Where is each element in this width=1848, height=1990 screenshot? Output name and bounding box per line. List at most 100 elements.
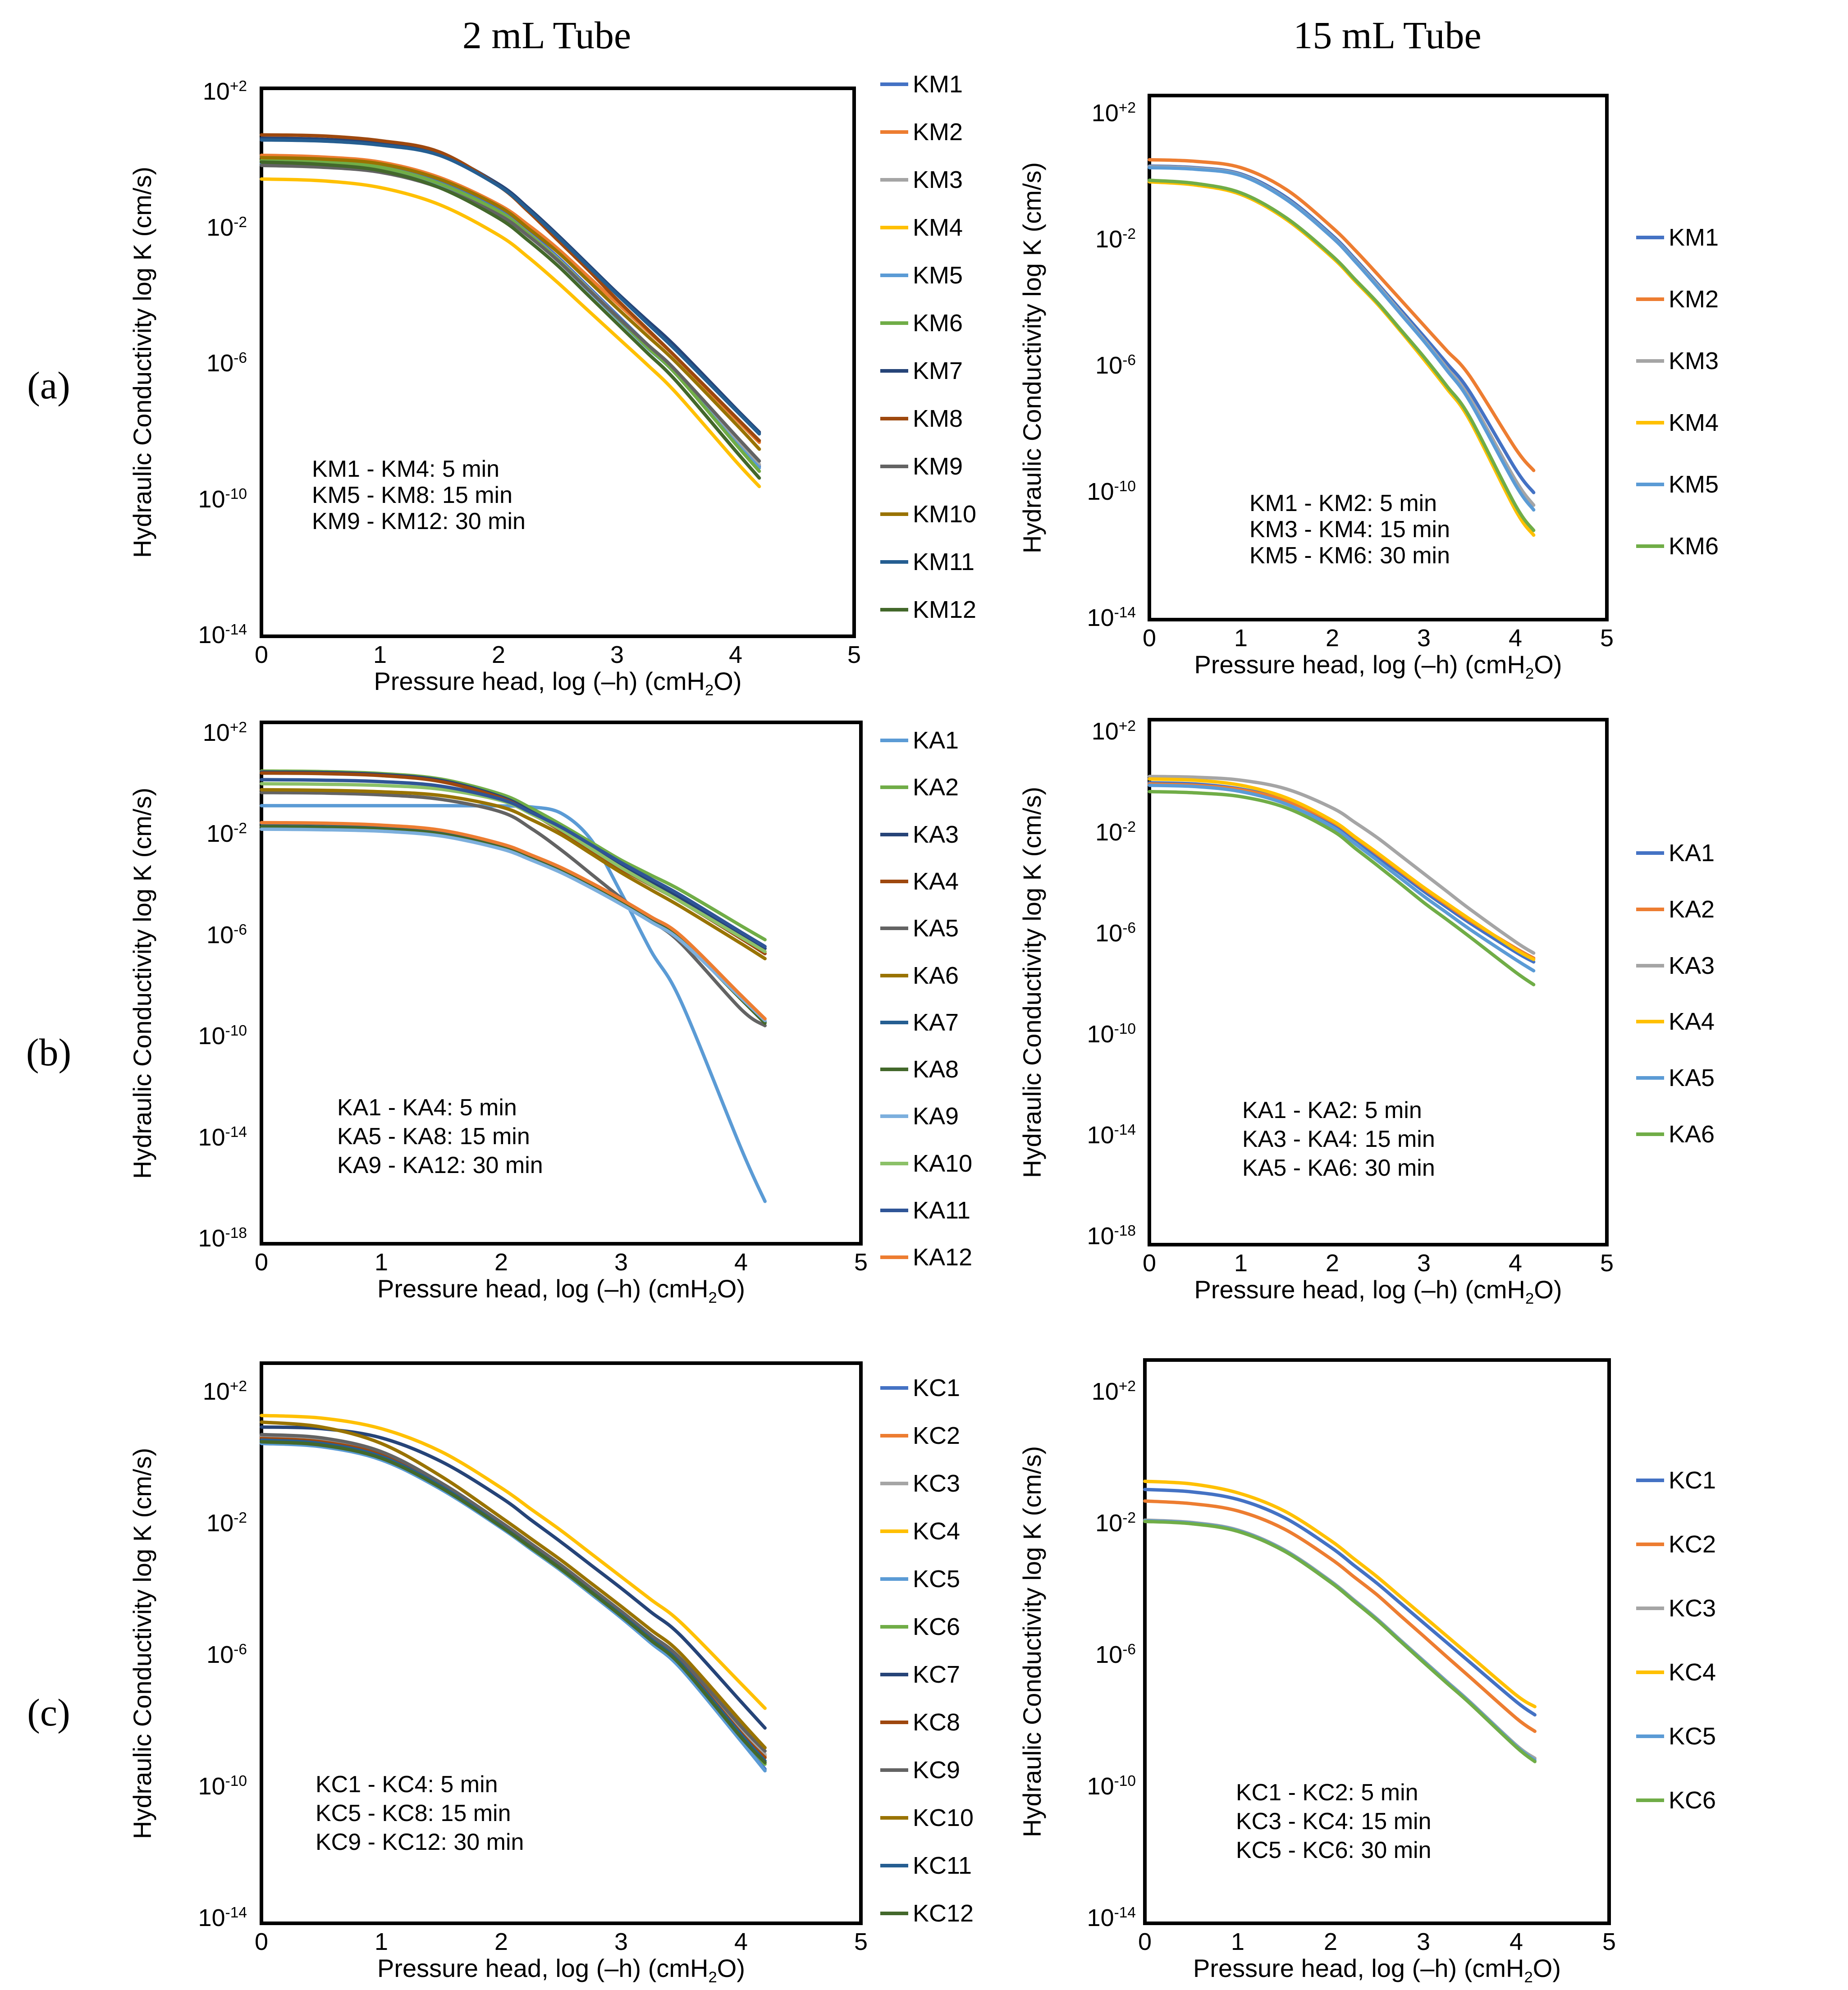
legend-item-c-right-KC4: KC4 xyxy=(1636,1660,1716,1684)
legend-swatch-a-right-KM3 xyxy=(1636,359,1664,363)
y-tick-label-c-right--2: 10-2 xyxy=(1095,1510,1136,1537)
legend-item-b-left-KA5: KA5 xyxy=(880,916,959,940)
legend-swatch-a-left-KM7 xyxy=(880,369,908,373)
legend-item-c-left-KC3: KC3 xyxy=(880,1471,960,1496)
curve-c-left-KC8 xyxy=(260,1437,767,1760)
legend-item-c-left-KC2: KC2 xyxy=(880,1424,960,1448)
legend-swatch-a-left-KM4 xyxy=(880,226,908,229)
row-label-c: (c) xyxy=(27,1691,70,1734)
legend-swatch-b-left-KA1 xyxy=(880,739,908,742)
legend-item-a-right-KM5: KM5 xyxy=(1636,472,1719,497)
x-tick-label-a-left-0: 0 xyxy=(254,641,269,668)
legend-swatch-a-left-KM11 xyxy=(880,560,908,564)
x-tick-label-b-left-2: 2 xyxy=(494,1249,508,1276)
legend-label-b-left-KA12: KA12 xyxy=(913,1244,973,1271)
annotation-a-left: KM1 - KM4: 5 min KM5 - KM8: 15 min KM9 - K… xyxy=(312,456,526,534)
legend-label-b-left-KA4: KA4 xyxy=(913,867,959,895)
legend-label-b-right-KA6: KA6 xyxy=(1669,1121,1715,1148)
legend-label-b-right-KA5: KA5 xyxy=(1669,1064,1715,1092)
legend-label-a-left-KM6: KM6 xyxy=(913,310,963,337)
legend-swatch-a-right-KM2 xyxy=(1636,297,1664,301)
curve-c-left-KC1 xyxy=(260,1441,767,1771)
curve-c-right-KC1 xyxy=(1143,1488,1537,1717)
legend-swatch-b-left-KA6 xyxy=(880,973,908,977)
legend-item-c-left-KC9: KC9 xyxy=(880,1758,960,1782)
curve-c-right-KC5 xyxy=(1143,1519,1537,1762)
legend-item-c-left-KC12: KC12 xyxy=(880,1901,974,1926)
y-tick-label-b-left--18: 10-18 xyxy=(198,1225,247,1252)
curve-a-left-KM6 xyxy=(260,159,761,473)
legend-item-c-left-KC7: KC7 xyxy=(880,1662,960,1687)
y-tick-label-c-left--6: 10-6 xyxy=(206,1641,247,1668)
legend-item-b-right-KA1: KA1 xyxy=(1636,841,1715,865)
y-tick-label-c-right--14: 10-14 xyxy=(1087,1904,1136,1931)
legend-label-a-right-KM1: KM1 xyxy=(1669,224,1719,251)
y-axis-title-b-right: Hydraulic Conductivity log K (cm/s) xyxy=(1018,786,1046,1178)
legend-label-c-left-KC2: KC2 xyxy=(913,1422,961,1449)
y-tick-label-c-right--6: 10-6 xyxy=(1095,1641,1136,1668)
legend-swatch-c-left-KC4 xyxy=(880,1529,908,1533)
legend-label-b-left-KA6: KA6 xyxy=(913,962,959,989)
legend-swatch-a-left-KM12 xyxy=(880,608,908,612)
legend-label-b-left-KA7: KA7 xyxy=(913,1009,959,1036)
x-tick-label-a-right-2: 2 xyxy=(1325,625,1340,652)
legend-swatch-b-left-KA8 xyxy=(880,1068,908,1072)
legend-swatch-c-left-KC3 xyxy=(880,1482,908,1485)
curve-a-left-KM10 xyxy=(260,156,761,451)
legend-item-b-left-KA9: KA9 xyxy=(880,1104,959,1128)
x-tick-label-a-right-3: 3 xyxy=(1417,625,1431,652)
legend-label-c-right-KC3: KC3 xyxy=(1669,1595,1716,1622)
curve-c-left-KC12 xyxy=(260,1440,767,1765)
x-tick-label-b-right-0: 0 xyxy=(1142,1250,1157,1277)
legend-item-c-left-KC10: KC10 xyxy=(880,1806,974,1830)
curve-c-left-KC2 xyxy=(260,1436,767,1758)
y-tick-label-b-right-+2: 10+2 xyxy=(1091,718,1136,745)
x-tick-label-c-right-2: 2 xyxy=(1323,1928,1338,1955)
legend-item-b-right-KA6: KA6 xyxy=(1636,1122,1715,1146)
curve-a-left-KM3 xyxy=(260,160,761,466)
y-tick-label-a-right-+2: 10+2 xyxy=(1091,100,1136,127)
annotation-c-left: KC1 - KC4: 5 min KC5 - KC8: 15 min KC9 - K… xyxy=(316,1771,524,1855)
legend-swatch-c-left-KC6 xyxy=(880,1625,908,1629)
curve-c-right-KC6 xyxy=(1143,1520,1537,1763)
legend-label-c-left-KC7: KC7 xyxy=(913,1661,961,1688)
y-tick-label-c-right-+2: 10+2 xyxy=(1091,1378,1136,1405)
x-tick-label-a-right-1: 1 xyxy=(1234,625,1248,652)
y-tick-label-b-right--18: 10-18 xyxy=(1087,1223,1136,1250)
legend-label-c-right-KC6: KC6 xyxy=(1669,1787,1716,1814)
legend-swatch-c-right-KC5 xyxy=(1636,1734,1664,1738)
legend-swatch-c-left-KC9 xyxy=(880,1768,908,1772)
x-tick-label-b-right-1: 1 xyxy=(1234,1250,1248,1277)
legend-label-b-right-KA2: KA2 xyxy=(1669,895,1715,923)
x-tick-label-a-right-4: 4 xyxy=(1508,625,1523,652)
x-axis-title-c-left: Pressure head, log (–h) (cmH2O) xyxy=(377,1954,746,1986)
legend-item-b-right-KA4: KA4 xyxy=(1636,1009,1715,1034)
row-label-a: (a) xyxy=(27,364,70,407)
legend-item-c-left-KC8: KC8 xyxy=(880,1710,960,1734)
curve-b-right-KA5 xyxy=(1148,783,1536,972)
legend-label-c-left-KC1: KC1 xyxy=(913,1374,961,1401)
x-tick-label-c-left-3: 3 xyxy=(614,1928,628,1955)
legend-swatch-a-left-KM2 xyxy=(880,130,908,134)
legend-label-b-right-KA4: KA4 xyxy=(1669,1008,1715,1036)
legend-swatch-b-right-KA2 xyxy=(1636,907,1664,911)
legend-label-a-left-KM2: KM2 xyxy=(913,119,963,146)
legend-swatch-a-left-KM8 xyxy=(880,417,908,420)
curve-c-left-KC4 xyxy=(260,1414,767,1710)
legend-label-a-left-KM7: KM7 xyxy=(913,357,963,384)
legend-swatch-a-right-KM6 xyxy=(1636,544,1664,548)
x-tick-label-a-right-5: 5 xyxy=(1600,625,1614,652)
legend-swatch-b-left-KA12 xyxy=(880,1255,908,1260)
curve-c-left-KC6 xyxy=(260,1439,767,1766)
legend-swatch-b-right-KA6 xyxy=(1636,1132,1664,1136)
legend-label-b-left-KA1: KA1 xyxy=(913,727,959,754)
legend-label-c-left-KC5: KC5 xyxy=(913,1566,961,1593)
legend-item-b-right-KA3: KA3 xyxy=(1636,954,1715,978)
x-tick-label-a-left-1: 1 xyxy=(373,641,387,668)
annotation-b-right: KA1 - KA2: 5 min KA3 - KA4: 15 min KA5 - K… xyxy=(1242,1097,1435,1181)
y-tick-label-a-left--10: 10-10 xyxy=(198,485,247,513)
legend-item-c-left-KC4: KC4 xyxy=(880,1519,960,1543)
legend-label-c-left-KC4: KC4 xyxy=(913,1518,961,1545)
y-tick-label-b-left--6: 10-6 xyxy=(206,921,247,949)
legend-item-b-left-KA3: KA3 xyxy=(880,822,959,847)
